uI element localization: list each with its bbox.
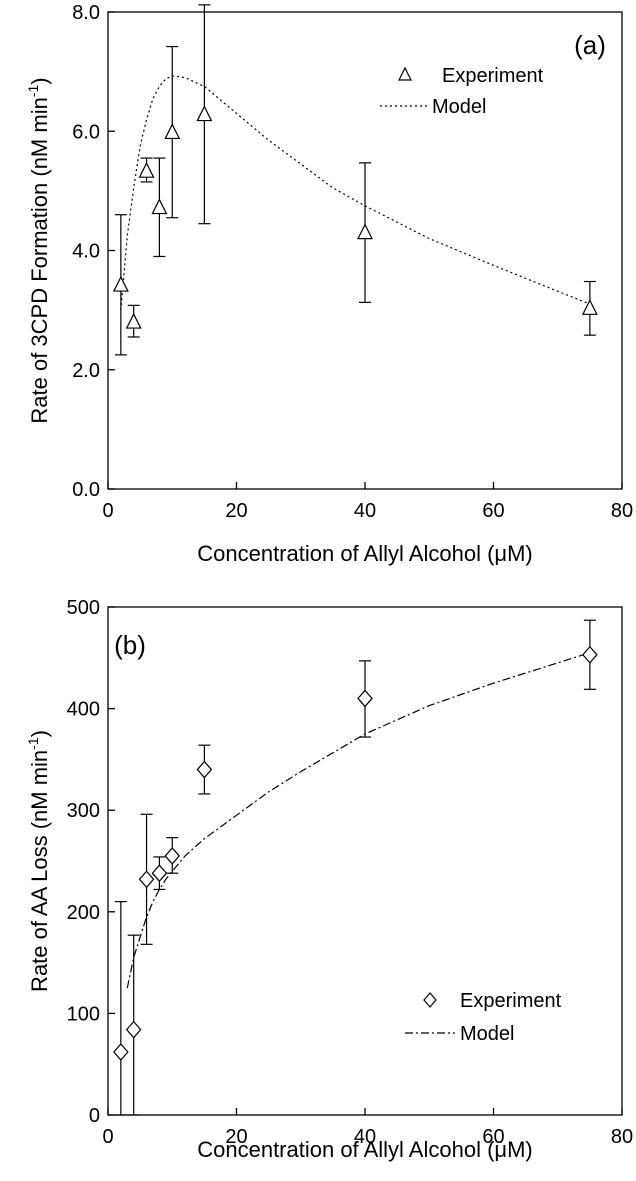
legend-label-experiment: Experiment — [442, 65, 544, 87]
model-curve — [120, 75, 591, 311]
panel-1: 0 20 40 60 80 0 100 200 300 400 500 Concentration o… — [25, 597, 633, 1162]
model-curve — [126, 652, 591, 989]
x-tick-label: 60 — [482, 1126, 504, 1148]
data-point — [581, 298, 598, 315]
panel-label: (a) — [574, 30, 606, 60]
data-point — [138, 161, 155, 178]
error-bar — [114, 901, 127, 1116]
data-point — [164, 123, 181, 140]
legend-label-model: Model — [432, 96, 486, 118]
panel-label: (b) — [114, 630, 146, 660]
y-tick-label: 400 — [67, 699, 100, 721]
x-tick-label: 0 — [102, 1126, 113, 1148]
data-point — [357, 223, 373, 240]
legend: Experiment Model — [405, 990, 562, 1045]
x-tick-label: 40 — [354, 500, 376, 522]
legend-label-experiment: Experiment — [460, 990, 562, 1012]
y-tick-label: 6.0 — [72, 121, 100, 143]
data-point — [151, 864, 168, 883]
data-point — [196, 105, 213, 122]
x-tick-label: 60 — [482, 500, 504, 522]
data-point — [164, 847, 181, 865]
y-axis-label: Rate of AA Loss (nM min-1) — [25, 730, 52, 992]
x-tick-label: 0 — [102, 500, 113, 522]
data-point — [357, 689, 373, 708]
y-tick-label: 8.0 — [72, 2, 100, 24]
x-tick-label: 80 — [611, 500, 633, 522]
panel-0: 0 20 40 60 80 0.0 2.0 4.0 6.0 8.0 Concentration of… — [25, 2, 633, 566]
legend-marker — [423, 992, 437, 1008]
data-point — [151, 198, 168, 215]
data-point — [112, 275, 129, 292]
y-tick-label: 500 — [67, 597, 100, 619]
y-tick-label: 0 — [89, 1105, 100, 1127]
x-tick-label: 80 — [611, 1126, 633, 1148]
data-point — [582, 645, 598, 664]
x-axis-label: Concentration of Allyl Alcohol (μM) — [197, 1137, 533, 1162]
y-axis-label: Rate of 3CPD Formation (nM min-1) — [25, 77, 52, 423]
data-point — [196, 760, 213, 779]
data-point — [113, 1043, 129, 1061]
legend-label-model: Model — [460, 1023, 514, 1045]
data-point — [138, 870, 155, 889]
y-tick-label: 100 — [67, 1003, 100, 1025]
y-tick-label: 300 — [67, 800, 100, 822]
y-tick-label: 200 — [67, 902, 100, 924]
x-tick-label: 20 — [225, 500, 247, 522]
x-axis-label: Concentration of Allyl Alcohol (μM) — [197, 541, 533, 566]
x-tick-label: 20 — [225, 1126, 247, 1148]
x-tick-label: 40 — [354, 1126, 376, 1148]
legend-marker — [398, 66, 412, 81]
data-point — [125, 1020, 142, 1039]
legend: Experiment Model — [380, 65, 544, 118]
y-tick-label: 4.0 — [72, 241, 100, 263]
y-tick-label: 2.0 — [72, 360, 100, 382]
data-point — [125, 312, 142, 329]
y-tick-label: 0.0 — [72, 479, 100, 501]
